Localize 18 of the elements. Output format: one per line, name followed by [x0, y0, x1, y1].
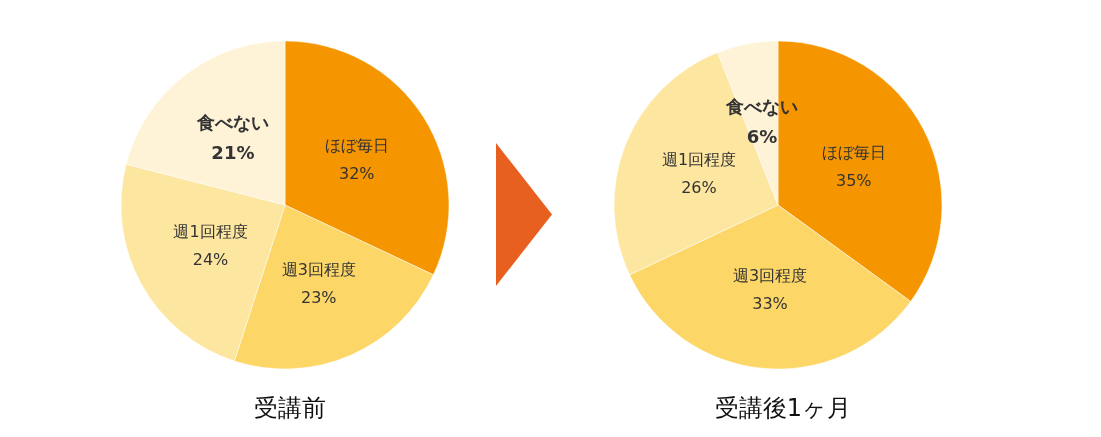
slice-label: 食べない: [725, 96, 799, 118]
data-label: 21%: [211, 142, 255, 164]
data-label: 33%: [752, 294, 788, 314]
slice-label: ほぼ毎日: [821, 142, 886, 162]
data-label: 6%: [746, 126, 778, 148]
slice-label: 週1回程度: [173, 222, 248, 242]
slice-label: ほぼ毎日: [324, 135, 389, 155]
text: 受講後1ヶ月: [714, 394, 852, 422]
data-label: 23%: [300, 287, 337, 307]
slice-label: 週3回程度: [732, 266, 808, 286]
slice-label: 週3回程度: [281, 259, 356, 279]
data-label: 32%: [338, 163, 375, 183]
slice-label: 食べない: [195, 112, 269, 134]
data-label: 26%: [681, 178, 717, 198]
data-label: 35%: [835, 170, 872, 190]
slice-label: 週1回程度: [661, 150, 737, 170]
data-label: 24%: [192, 250, 229, 270]
text: 受講前: [254, 394, 326, 422]
